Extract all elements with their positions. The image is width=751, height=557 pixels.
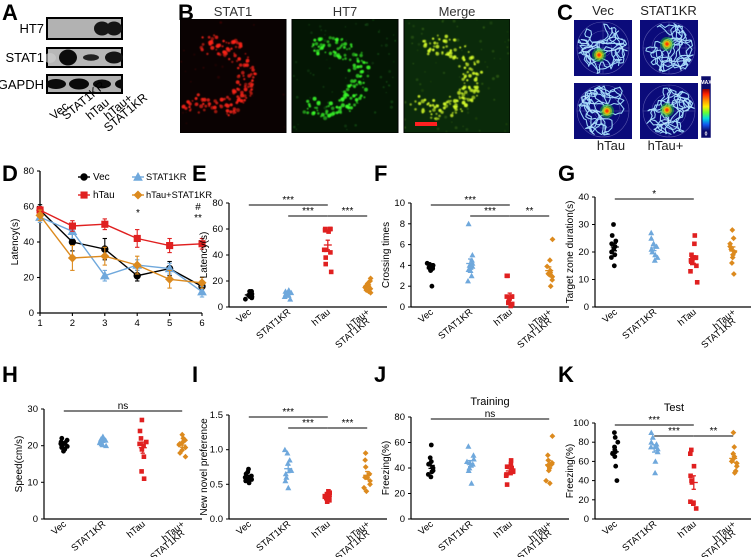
- svg-text:STAT1KR: STAT1KR: [254, 519, 293, 554]
- svg-text:80: 80: [212, 198, 223, 209]
- svg-text:6: 6: [400, 240, 405, 251]
- svg-text:60: 60: [23, 202, 34, 213]
- svg-text:10: 10: [27, 477, 38, 488]
- svg-text:3: 3: [102, 318, 107, 329]
- svg-text:***: ***: [342, 206, 354, 217]
- svg-text:hTau: hTau: [676, 307, 699, 329]
- svg-text:hTau: hTau: [310, 307, 333, 329]
- svg-text:hTau: hTau: [125, 519, 148, 541]
- svg-text:40: 40: [23, 237, 34, 248]
- svg-text:Freezing(%): Freezing(%): [381, 441, 392, 495]
- svg-text:1: 1: [37, 318, 42, 329]
- svg-text:0: 0: [29, 308, 34, 319]
- svg-text:STAT1KR: STAT1KR: [146, 172, 187, 182]
- svg-text:Target zone duration(s): Target zone duration(s): [565, 201, 576, 304]
- svg-text:30: 30: [578, 220, 589, 231]
- svg-text:Latency(s): Latency(s): [10, 219, 21, 266]
- svg-text:hTau: hTau: [492, 519, 515, 541]
- svg-text:2: 2: [400, 281, 405, 292]
- svg-text:20: 20: [578, 495, 589, 506]
- svg-text:80: 80: [394, 412, 405, 423]
- svg-text:ns: ns: [118, 401, 129, 412]
- svg-text:Crossing times: Crossing times: [381, 222, 392, 288]
- svg-text:40: 40: [578, 476, 589, 487]
- svg-text:40: 40: [212, 250, 223, 261]
- svg-text:10: 10: [394, 198, 405, 209]
- svg-text:**: **: [710, 426, 718, 437]
- svg-text:***: ***: [342, 418, 354, 429]
- svg-text:ns: ns: [485, 409, 496, 420]
- svg-text:**: **: [526, 206, 534, 217]
- svg-text:1.0: 1.0: [210, 445, 223, 456]
- svg-text:Training: Training: [470, 396, 509, 408]
- svg-text:***: ***: [282, 407, 294, 418]
- svg-text:8: 8: [400, 219, 405, 230]
- svg-text:STAT1KR: STAT1KR: [69, 519, 108, 554]
- svg-text:Vec: Vec: [601, 307, 620, 326]
- svg-text:20: 20: [394, 489, 405, 500]
- svg-text:STAT1KR: STAT1KR: [436, 519, 475, 554]
- svg-text:***: ***: [648, 415, 660, 426]
- svg-text:***: ***: [302, 418, 314, 429]
- svg-text:hTau: hTau: [310, 519, 333, 541]
- svg-text:60: 60: [394, 438, 405, 449]
- svg-text:***: ***: [464, 195, 476, 206]
- svg-text:hTau: hTau: [93, 190, 115, 201]
- svg-text:0: 0: [400, 514, 405, 525]
- svg-text:20: 20: [23, 273, 34, 284]
- svg-text:Vec: Vec: [93, 172, 110, 183]
- svg-text:STAT1KR: STAT1KR: [436, 307, 475, 342]
- svg-text:STAT1KR: STAT1KR: [620, 307, 659, 342]
- svg-text:40: 40: [394, 463, 405, 474]
- svg-text:5: 5: [167, 318, 172, 329]
- svg-text:0: 0: [584, 302, 589, 313]
- svg-text:30: 30: [27, 404, 38, 415]
- svg-text:Speed(cm/s): Speed(cm/s): [14, 436, 25, 493]
- svg-text:Vec: Vec: [235, 519, 254, 538]
- svg-text:80: 80: [23, 166, 34, 177]
- svg-text:40: 40: [578, 192, 589, 203]
- svg-text:***: ***: [668, 426, 680, 437]
- svg-text:4: 4: [400, 260, 405, 271]
- svg-text:*: *: [652, 189, 656, 200]
- svg-text:2: 2: [70, 318, 75, 329]
- svg-text:4: 4: [135, 318, 140, 329]
- svg-text:Latency(s): Latency(s): [199, 232, 210, 279]
- svg-text:Vec: Vec: [50, 519, 69, 538]
- svg-text:0.5: 0.5: [210, 479, 223, 490]
- svg-text:0: 0: [33, 514, 38, 525]
- svg-text:60: 60: [578, 456, 589, 467]
- svg-text:80: 80: [578, 437, 589, 448]
- svg-text:hTau: hTau: [492, 307, 515, 329]
- svg-text:Freezing(%): Freezing(%): [565, 444, 576, 498]
- svg-text:0: 0: [584, 514, 589, 525]
- svg-text:*: *: [136, 208, 140, 219]
- svg-text:***: ***: [484, 206, 496, 217]
- svg-text:0.0: 0.0: [210, 514, 223, 525]
- svg-text:Vec: Vec: [417, 307, 436, 326]
- svg-text:60: 60: [212, 224, 223, 235]
- svg-text:100: 100: [573, 418, 589, 429]
- svg-text:10: 10: [578, 275, 589, 286]
- svg-text:20: 20: [578, 247, 589, 258]
- svg-text:hTau: hTau: [676, 519, 699, 541]
- svg-text:20: 20: [27, 441, 38, 452]
- svg-text:MAX: MAX: [701, 80, 711, 86]
- svg-text:20: 20: [212, 276, 223, 287]
- svg-text:Vec: Vec: [601, 519, 620, 538]
- svg-text:Test: Test: [664, 402, 684, 414]
- svg-text:Vec: Vec: [417, 519, 436, 538]
- svg-text:0: 0: [218, 302, 223, 313]
- svg-text:***: ***: [302, 206, 314, 217]
- svg-text:STAT1KR: STAT1KR: [254, 307, 293, 342]
- svg-text:STAT1KR: STAT1KR: [620, 519, 659, 554]
- svg-text:1.5: 1.5: [210, 410, 223, 421]
- svg-text:0: 0: [705, 132, 708, 138]
- svg-text:0: 0: [400, 302, 405, 313]
- svg-text:New novel preference: New novel preference: [199, 418, 210, 516]
- svg-text:***: ***: [282, 195, 294, 206]
- svg-text:Vec: Vec: [235, 307, 254, 326]
